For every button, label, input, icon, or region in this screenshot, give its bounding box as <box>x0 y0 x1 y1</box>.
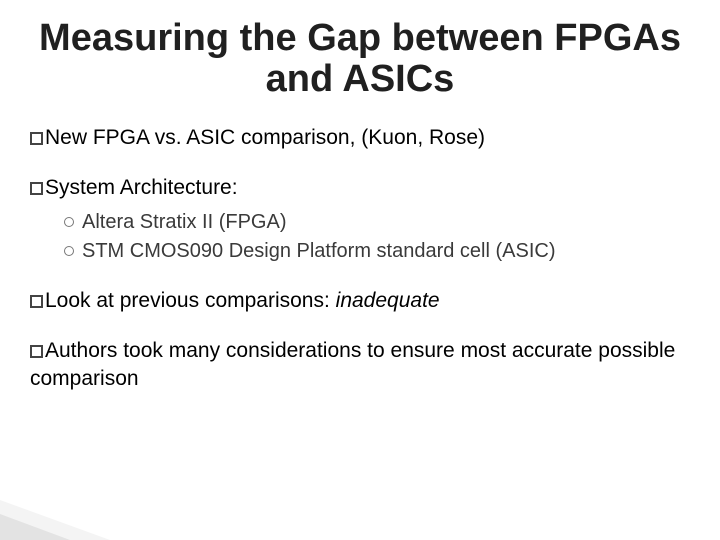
list-item-lead: New <box>45 126 87 149</box>
list-item: Look at previous comparisons: inadequate <box>30 287 692 315</box>
square-bullet-icon <box>30 182 43 195</box>
list-item-lead: Look <box>45 289 91 312</box>
slide-title: Measuring the Gap between FPGAs and ASIC… <box>28 18 692 100</box>
list-item: System Architecture: Altera Stratix II (… <box>30 174 692 264</box>
sub-item-text: Altera Stratix II (FPGA) <box>82 211 286 233</box>
list-item-lead: Authors <box>45 339 117 362</box>
list-item-text: at previous comparisons: <box>91 289 336 312</box>
corner-decoration-icon <box>0 514 70 540</box>
square-bullet-icon <box>30 132 43 145</box>
ring-bullet-icon <box>64 217 74 227</box>
square-bullet-icon <box>30 345 43 358</box>
sub-list: Altera Stratix II (FPGA) STM CMOS090 Des… <box>64 209 692 265</box>
sub-list-item: STM CMOS090 Design Platform standard cel… <box>64 238 692 265</box>
list-item-text: Architecture: <box>115 176 238 199</box>
ring-bullet-icon <box>64 246 74 256</box>
list-item-lead: System <box>45 176 115 199</box>
sub-item-text: STM CMOS090 Design Platform standard cel… <box>82 240 556 262</box>
list-item-text: took many considerations to ensure most … <box>30 339 675 390</box>
list-item: New FPGA vs. ASIC comparison, (Kuon, Ros… <box>30 124 692 152</box>
list-item-text: FPGA vs. ASIC comparison, (Kuon, Rose) <box>87 126 485 149</box>
sub-list-item: Altera Stratix II (FPGA) <box>64 209 692 236</box>
bullet-list: New FPGA vs. ASIC comparison, (Kuon, Ros… <box>28 124 692 394</box>
list-item-italic: inadequate <box>336 289 440 312</box>
square-bullet-icon <box>30 295 43 308</box>
list-item: Authors took many considerations to ensu… <box>30 337 692 394</box>
